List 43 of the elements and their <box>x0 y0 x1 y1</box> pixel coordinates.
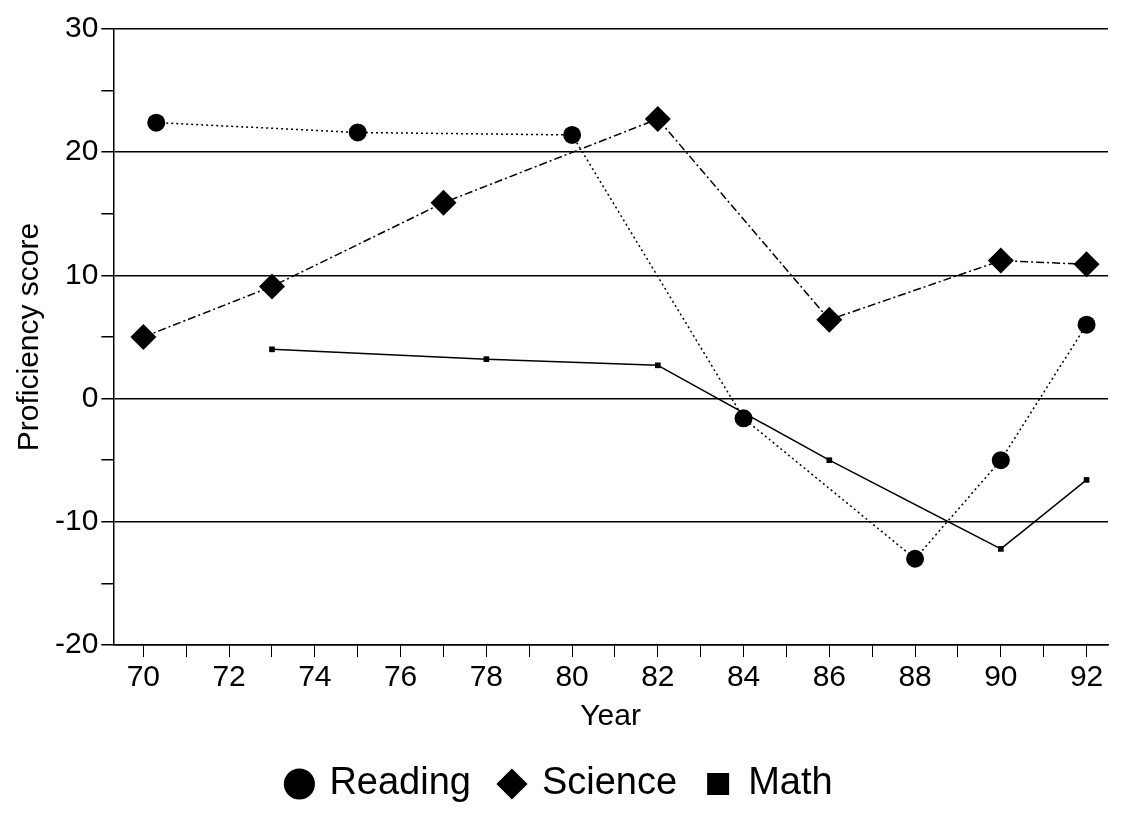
x-axis-title: Year <box>580 698 641 732</box>
point <box>734 409 753 428</box>
y-tick-label: 0 <box>81 379 99 413</box>
point <box>987 247 1014 274</box>
legend-label: Reading <box>329 760 471 803</box>
point <box>430 189 457 216</box>
point <box>1073 251 1100 278</box>
point <box>997 546 1004 552</box>
point <box>816 306 843 333</box>
point <box>483 356 490 362</box>
y-tick-label: -10 <box>55 503 99 537</box>
x-tick-label: 92 <box>1069 659 1104 693</box>
point <box>147 113 166 132</box>
point <box>826 457 833 464</box>
point <box>1077 315 1096 334</box>
x-tick-label: 74 <box>298 659 332 693</box>
point <box>1083 477 1090 483</box>
y-axis-title: Proficiency score <box>11 222 45 452</box>
y-tick-label: -20 <box>55 626 99 660</box>
point <box>348 123 367 142</box>
point <box>269 346 275 353</box>
x-tick-label: 82 <box>641 659 675 693</box>
x-tick-label: 80 <box>555 659 589 693</box>
point <box>906 549 925 568</box>
y-tick-label: 10 <box>64 256 99 290</box>
legend-label: Math <box>748 760 833 803</box>
x-tick-label: 76 <box>383 659 418 693</box>
x-tick-label: 84 <box>726 659 761 693</box>
point <box>258 273 285 300</box>
x-tick-label: 88 <box>898 659 932 693</box>
y-tick-label: 20 <box>64 133 99 167</box>
x-tick-label: 90 <box>984 659 1018 693</box>
y-tick-label: 30 <box>64 10 99 44</box>
point <box>644 105 671 132</box>
point <box>655 362 661 369</box>
x-tick-label: 86 <box>812 659 847 693</box>
legend-label: Science <box>541 760 678 803</box>
point <box>130 324 157 350</box>
x-tick-label: 72 <box>212 659 246 693</box>
x-tick-label: 70 <box>126 659 161 693</box>
x-tick-label: 78 <box>469 659 504 693</box>
point <box>991 451 1010 470</box>
point <box>563 125 582 144</box>
